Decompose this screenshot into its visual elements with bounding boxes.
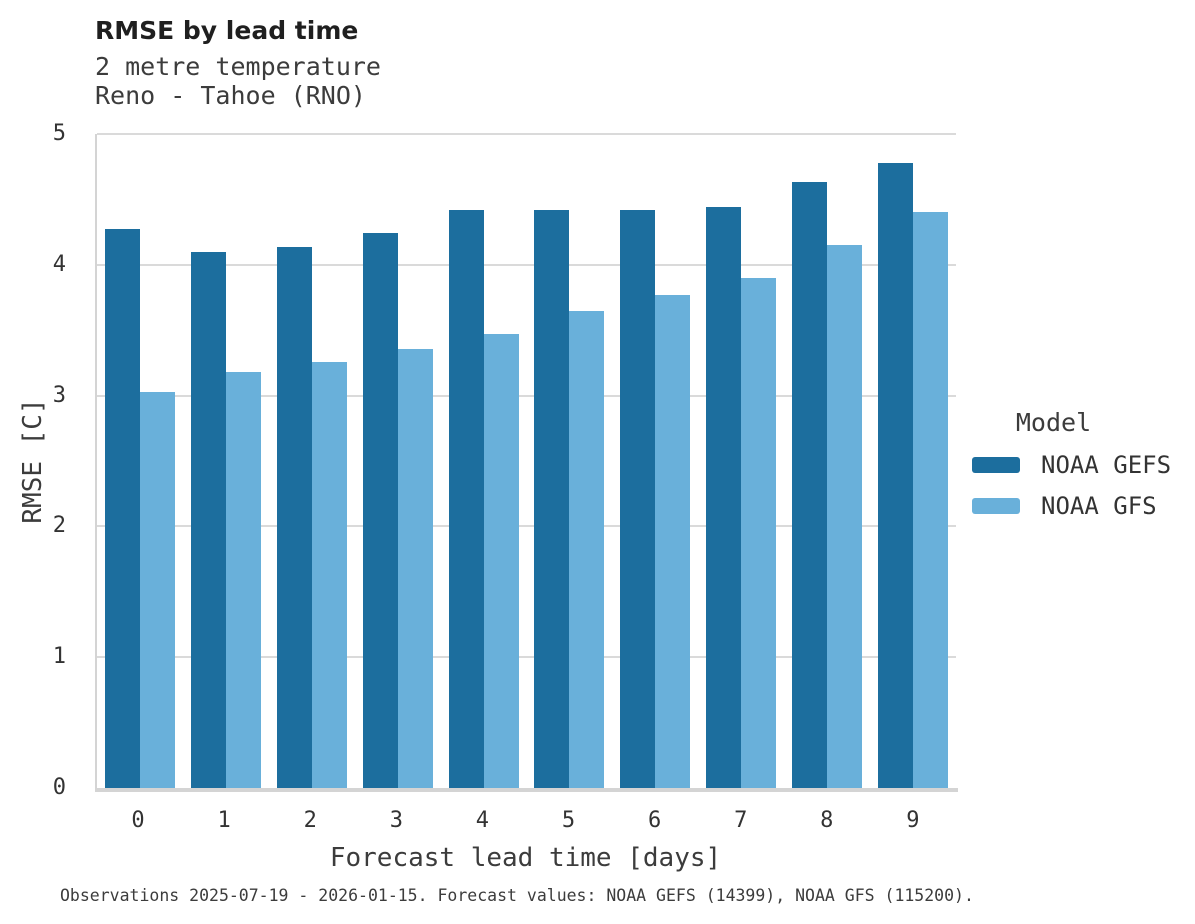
bar-noaa-gefs-day-1	[190, 251, 226, 788]
bar-group-day-5	[527, 134, 613, 788]
y-axis-ticks: 0 1 2 3 4 5	[0, 123, 80, 799]
legend-item-noaa-gefs: NOAA GEFS	[972, 451, 1195, 479]
bar-group-day-2	[269, 134, 355, 788]
bar-noaa-gfs-day-4	[483, 334, 519, 788]
bar-group-day-8	[784, 134, 870, 788]
gridline-y-1	[97, 656, 956, 659]
bar-noaa-gfs-day-6	[655, 294, 691, 788]
bar-noaa-gefs-day-7	[706, 207, 742, 788]
x-tick-label-0: 0	[131, 808, 145, 833]
x-tick-label-3: 3	[389, 808, 403, 833]
chart-subtitle-line2: Reno - Tahoe (RNO)	[95, 81, 366, 110]
bar-noaa-gfs-day-2	[311, 361, 347, 788]
y-tick-label-3: 3	[52, 382, 66, 408]
x-tick-label-1: 1	[217, 808, 231, 833]
x-tick-label-2: 2	[303, 808, 317, 833]
y-tick-label-0: 0	[52, 775, 66, 800]
gridline-y-4	[97, 263, 956, 266]
x-tick-label-8: 8	[820, 808, 834, 833]
x-axis-line	[95, 788, 958, 792]
legend-item-noaa-gfs: NOAA GFS	[972, 492, 1195, 520]
x-tick-label-7: 7	[734, 808, 748, 833]
footer-note: Observations 2025-07-19 - 2026-01-15. Fo…	[60, 886, 974, 905]
bar-group-day-4	[441, 134, 527, 788]
bar-noaa-gfs-day-1	[225, 372, 261, 788]
legend: Model NOAA GEFS NOAA GFS	[972, 408, 1195, 533]
legend-swatch-icon	[972, 457, 1020, 473]
bar-noaa-gfs-day-3	[397, 348, 433, 788]
bar-noaa-gefs-day-8	[792, 182, 828, 788]
bar-noaa-gefs-day-9	[878, 162, 914, 788]
bar-noaa-gefs-day-2	[276, 246, 312, 788]
legend-item-label: NOAA GFS	[1041, 492, 1157, 520]
bar-group-day-3	[355, 134, 441, 788]
bar-noaa-gefs-day-6	[620, 209, 656, 788]
x-axis-label: Forecast lead time [days]	[329, 843, 722, 873]
gridline-y-5	[97, 133, 956, 135]
x-axis-ticks: 0 1 2 3 4 5 6 7 8 9	[95, 808, 956, 833]
bar-noaa-gefs-day-5	[534, 209, 570, 788]
x-tick-label-4: 4	[475, 808, 490, 833]
bar-noaa-gfs-day-9	[913, 212, 949, 788]
y-tick-label-4: 4	[52, 251, 66, 277]
bar-group-day-9	[870, 134, 956, 788]
bar-noaa-gfs-day-0	[139, 391, 175, 788]
gridline-y-2	[97, 525, 956, 528]
plot-area	[95, 133, 956, 788]
x-tick-label-5: 5	[561, 808, 576, 833]
bars-container	[97, 134, 956, 788]
bar-noaa-gefs-day-0	[104, 229, 140, 788]
y-tick-label-1: 1	[52, 644, 66, 670]
chart-title: RMSE by lead time	[95, 16, 359, 45]
bar-group-day-0	[97, 134, 183, 788]
legend-title: Model	[1015, 408, 1092, 437]
y-tick-label-5: 5	[52, 121, 66, 146]
bar-noaa-gfs-day-7	[741, 277, 777, 788]
x-tick-label-9: 9	[906, 808, 920, 833]
x-tick-label-6: 6	[647, 808, 662, 833]
legend-swatch-icon	[972, 498, 1020, 514]
bar-group-day-7	[698, 134, 784, 788]
chart-subtitle-line1: 2 metre temperature	[95, 52, 381, 81]
gridline-y-3	[97, 394, 956, 397]
bar-group-day-1	[183, 134, 269, 788]
bar-noaa-gfs-day-5	[569, 310, 605, 788]
bar-group-day-6	[612, 134, 698, 788]
bar-noaa-gefs-day-3	[362, 233, 398, 788]
bar-noaa-gefs-day-4	[448, 209, 484, 788]
legend-item-label: NOAA GEFS	[1041, 451, 1172, 479]
y-tick-label-2: 2	[52, 513, 66, 539]
legend-items: NOAA GEFS NOAA GFS	[972, 451, 1195, 520]
bar-noaa-gfs-day-8	[827, 245, 863, 788]
